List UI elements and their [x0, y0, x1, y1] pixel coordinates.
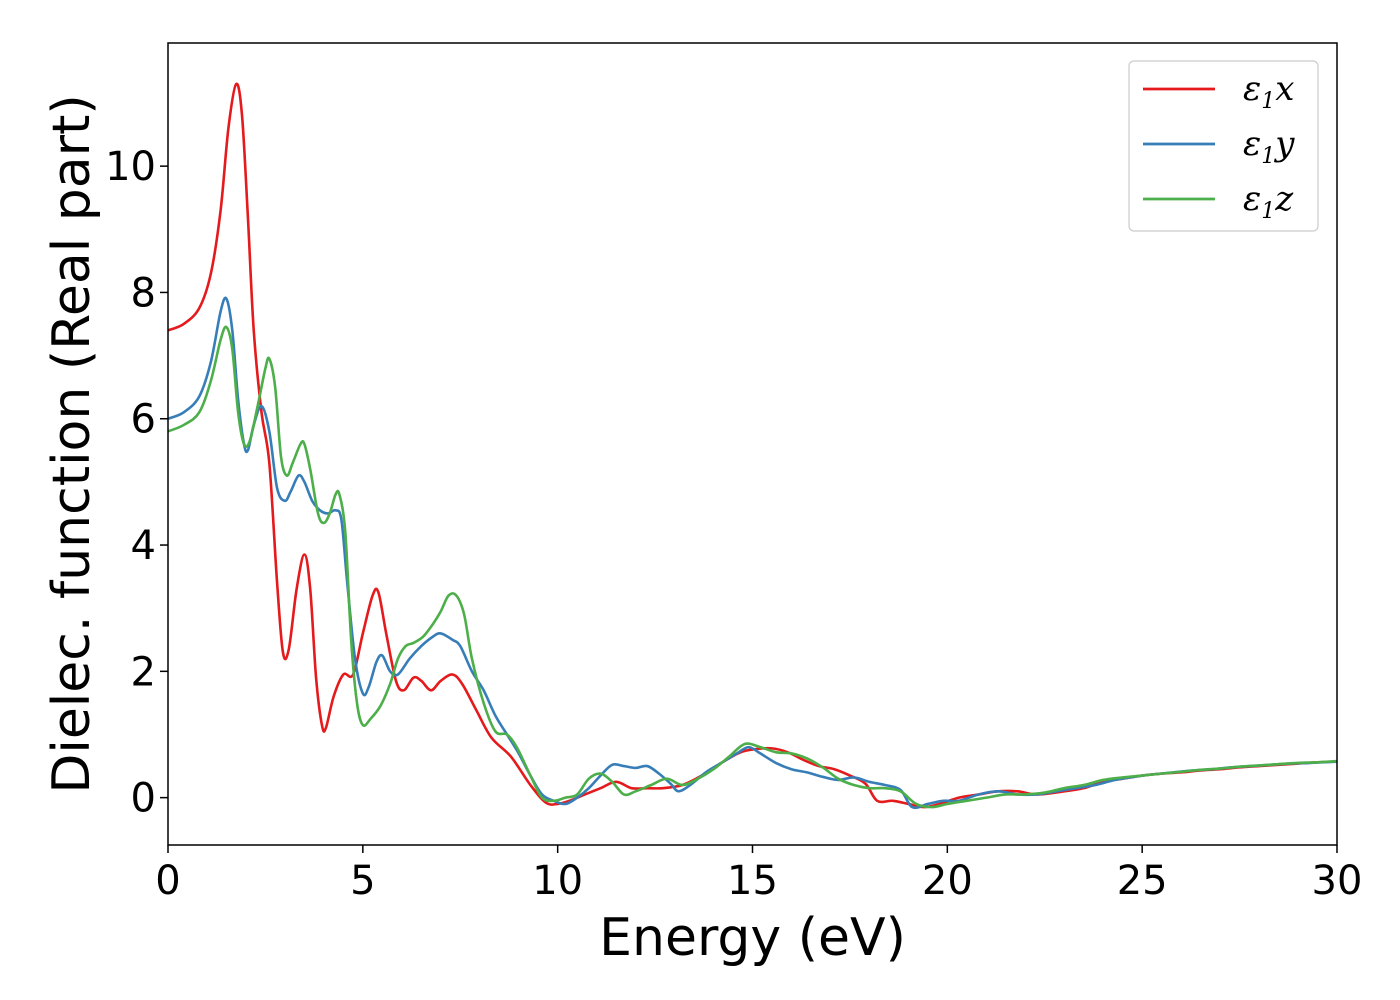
x-tick-label: 15 [727, 858, 778, 904]
x-tick-label: 20 [922, 858, 973, 904]
y-tick-label: 8 [131, 270, 156, 316]
x-tick-label: 10 [532, 858, 583, 904]
y-tick-label: 10 [105, 144, 156, 190]
legend-label: ε1y [1243, 124, 1295, 169]
y-tick-label: 0 [131, 776, 156, 822]
y-axis-ticks: 0 2 4 6 8 10 [105, 144, 168, 822]
legend-box [1128, 60, 1319, 232]
x-tick-label: 5 [350, 858, 375, 904]
legend: ε1x ε1y ε1z [1128, 60, 1319, 232]
legend-item-z: ε1z [1143, 179, 1294, 224]
x-axis-ticks: 0 5 10 15 20 25 30 [155, 845, 1362, 904]
series-layer [168, 82, 1337, 810]
x-axis-title: Energy (eV) [599, 908, 906, 968]
y-tick-label: 4 [131, 523, 156, 569]
y-tick-label: 2 [131, 649, 156, 695]
legend-label: ε1z [1243, 179, 1294, 224]
legend-item-x: ε1x [1143, 69, 1294, 114]
series-line-z [168, 325, 1337, 809]
y-axis-title: Dielec. function (Real part) [42, 94, 102, 793]
series-line-y [168, 296, 1337, 810]
legend-label: ε1x [1243, 69, 1294, 114]
x-tick-label: 30 [1312, 858, 1363, 904]
x-tick-label: 25 [1117, 858, 1168, 904]
legend-item-y: ε1y [1143, 124, 1295, 169]
y-tick-label: 6 [131, 397, 156, 443]
x-tick-label: 0 [155, 858, 180, 904]
